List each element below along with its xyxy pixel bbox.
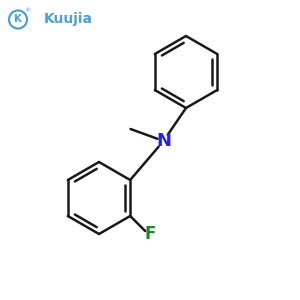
Text: ®: ® <box>24 8 30 13</box>
Text: N: N <box>156 132 171 150</box>
Text: K: K <box>14 14 22 25</box>
Text: Kuujia: Kuujia <box>44 13 92 26</box>
Text: F: F <box>144 225 156 243</box>
